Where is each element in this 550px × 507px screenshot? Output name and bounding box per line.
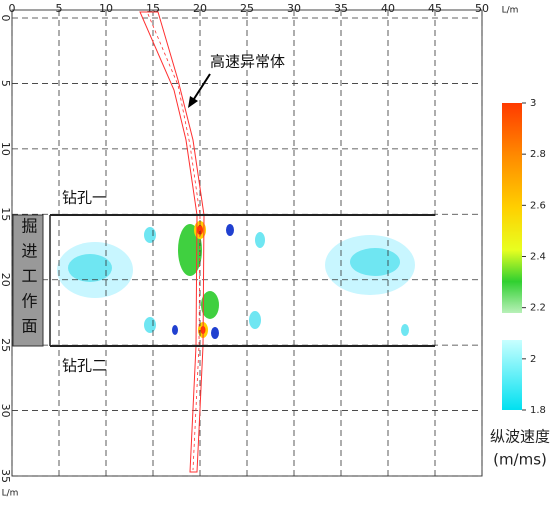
colorbar-tick-label: 2.8: [530, 149, 546, 160]
anomaly-axis: [147, 13, 201, 471]
borehole-2-label: 钻孔二: [62, 357, 107, 375]
y-tick-label: 30: [0, 404, 12, 418]
x-tick-label: 10: [99, 2, 113, 15]
tomogram: [50, 215, 435, 346]
colorbar-tick-label: 2.6: [530, 200, 546, 211]
x-tick-label: 30: [287, 2, 301, 15]
x-tick-label: 5: [56, 2, 63, 15]
colorbar-bottom: [502, 340, 522, 410]
y-tick-label: 35: [0, 469, 12, 483]
colorbar-top: [502, 103, 522, 313]
anomaly-outline: [139, 11, 205, 473]
colorbar-tick-label: 2.4: [530, 252, 546, 263]
x-axis-label: L/m: [502, 6, 519, 16]
y-tick-label: 0: [0, 15, 12, 22]
y-tick-label: 15: [0, 207, 12, 221]
y-tick-label: 5: [0, 80, 12, 87]
colorbar-unit: (m/ms): [493, 451, 547, 469]
colorbar-tick-label: 1.8: [530, 405, 546, 416]
borehole-1-label: 钻孔一: [62, 189, 107, 207]
x-tick-label: 50: [475, 2, 489, 15]
colorbar-tick-label: 3: [530, 98, 536, 109]
y-tick-label: 10: [0, 142, 12, 156]
x-tick-label: 0: [9, 2, 16, 15]
x-tick-label: 20: [193, 2, 207, 15]
y-tick-label: 20: [0, 273, 12, 287]
x-tick-label: 40: [381, 2, 395, 15]
y-tick-label: 25: [0, 338, 12, 352]
colorbar-title: 纵波速度: [490, 428, 550, 446]
colorbar-tick-label: 2.2: [530, 303, 546, 314]
arrow: [191, 73, 211, 103]
y-axis-label: L/m: [2, 489, 19, 499]
arrow-head: [188, 96, 198, 108]
face-label: 掘进工作面: [19, 218, 38, 343]
anomaly-label: 高速异常体: [210, 53, 285, 71]
x-tick-label: 35: [334, 2, 348, 15]
colorbar-tick-label: 2: [530, 354, 536, 365]
x-tick-label: 25: [240, 2, 254, 15]
face-box: [12, 214, 44, 347]
x-tick-label: 45: [428, 2, 442, 15]
